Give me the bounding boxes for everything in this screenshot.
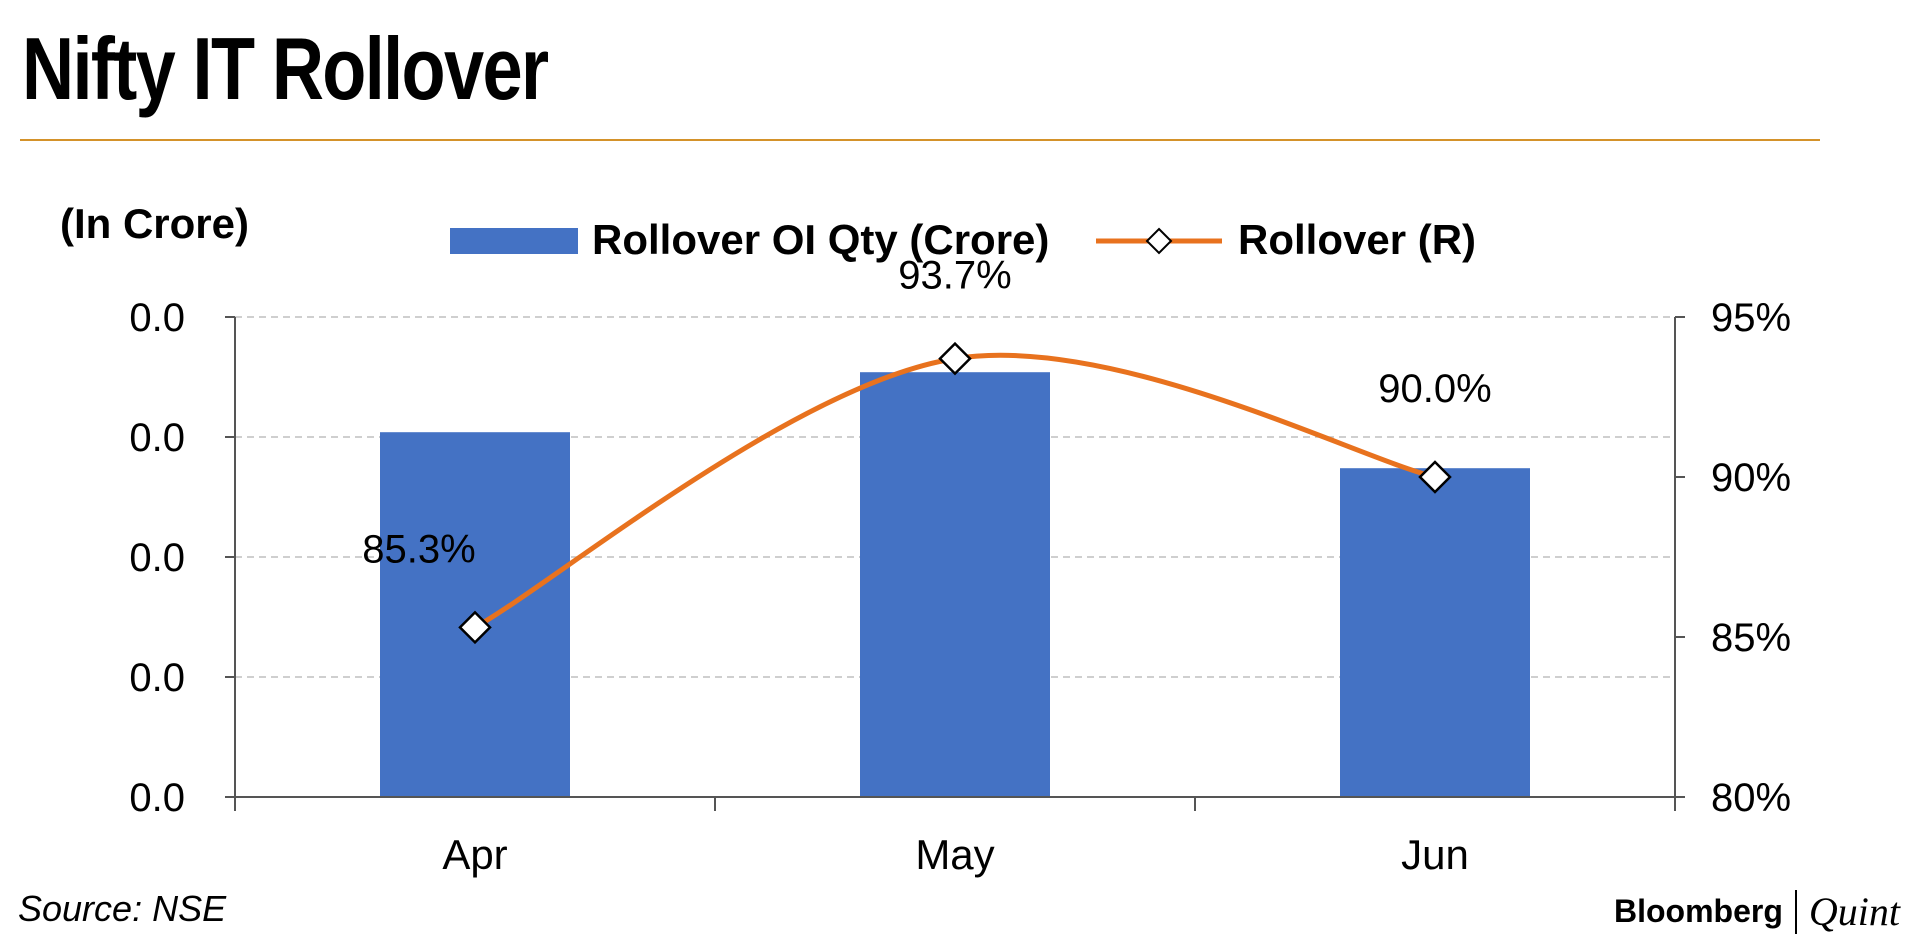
legend: Rollover OI Qty (Crore) Rollover (R) [450,216,1476,263]
right-axis-tick-label: 95% [1711,296,1791,340]
data-label: 85.3% [362,527,475,571]
brand-bloomberg: Bloomberg [1613,893,1783,929]
brand-logo: Bloomberg Quint [1614,888,1900,935]
legend-bar-label: Rollover OI Qty (Crore) [592,216,1049,263]
legend-diamond-marker [1145,227,1173,255]
left-axis-tick-label: 0.0 [129,536,185,580]
brand-quint: Quint [1808,889,1900,934]
right-axis-tick-label: 80% [1711,776,1791,820]
line-marker-jun [1418,460,1452,494]
right-axis-tick-label: 90% [1711,456,1791,500]
line-marker-may [938,341,972,376]
bar-may [860,372,1050,797]
right-axis-tick-label: 85% [1711,616,1791,660]
legend-bar-swatch [450,228,578,254]
left-axis-tick-label: 0.0 [129,416,185,460]
line-marker-apr [458,610,492,645]
data-label: 93.7% [898,254,1011,298]
left-axis-tick-label: 0.0 [129,296,185,340]
title-rule [20,139,1820,141]
x-axis-tick-label: Apr [442,831,507,878]
x-axis-tick-label: May [915,831,994,878]
line-series [458,341,1452,645]
source-note: Source: NSE [18,888,227,929]
bar-jun [1340,468,1530,797]
brand-separator [1794,889,1797,934]
unit-label: (In Crore) [60,200,249,247]
left-axis-tick-label: 0.0 [129,776,185,820]
chart: Rollover OI Qty (Crore) Rollover (R) 0.00… [60,200,1791,878]
bars [380,372,1530,797]
x-axis-tick-label: Jun [1401,831,1469,878]
data-label: 90.0% [1378,367,1491,411]
left-axis-tick-label: 0.0 [129,656,185,700]
chart-title: Nifty IT Rollover [22,19,549,118]
legend-line-label: Rollover (R) [1238,216,1476,263]
labels: (In Crore) 85.3% 93.7% 90.0% [60,200,1492,571]
axes: 0.0 0.0 0.0 0.0 0.0 95% 90% 85% 80% Apr May Jun [129,296,1791,878]
